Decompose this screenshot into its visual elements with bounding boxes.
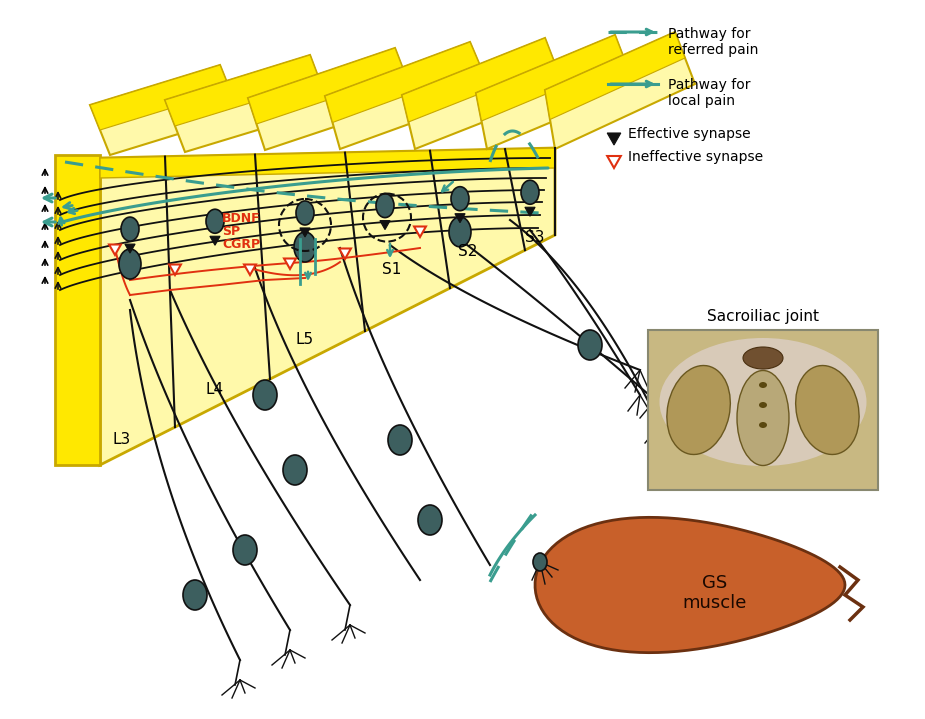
Text: L4: L4 <box>206 383 224 398</box>
Polygon shape <box>380 221 390 229</box>
Ellipse shape <box>253 380 277 410</box>
Polygon shape <box>90 65 230 130</box>
Polygon shape <box>169 265 181 275</box>
Polygon shape <box>90 65 240 155</box>
Ellipse shape <box>759 382 767 388</box>
Polygon shape <box>545 32 695 149</box>
Ellipse shape <box>121 217 139 241</box>
Text: CGRP: CGRP <box>222 238 260 251</box>
Text: L3: L3 <box>113 433 131 447</box>
Ellipse shape <box>283 455 307 485</box>
Polygon shape <box>545 32 685 119</box>
Ellipse shape <box>759 402 767 408</box>
Text: Ineffective synapse: Ineffective synapse <box>628 150 763 164</box>
Ellipse shape <box>521 180 539 204</box>
Ellipse shape <box>660 338 867 466</box>
Ellipse shape <box>578 330 602 360</box>
Polygon shape <box>402 38 565 149</box>
Polygon shape <box>607 133 621 145</box>
Ellipse shape <box>759 362 767 368</box>
Polygon shape <box>524 207 535 216</box>
Polygon shape <box>607 156 621 168</box>
Polygon shape <box>414 226 426 237</box>
Polygon shape <box>339 249 351 259</box>
Text: S1: S1 <box>382 262 401 278</box>
Ellipse shape <box>737 370 789 465</box>
Text: S2: S2 <box>458 244 477 260</box>
FancyBboxPatch shape <box>648 330 878 490</box>
Text: GS
muscle: GS muscle <box>683 574 747 613</box>
Ellipse shape <box>796 365 859 454</box>
Text: Pathway for
local pain: Pathway for local pain <box>668 78 750 108</box>
Polygon shape <box>109 244 121 255</box>
Polygon shape <box>325 42 481 122</box>
Ellipse shape <box>418 505 442 535</box>
Polygon shape <box>284 259 296 269</box>
Ellipse shape <box>183 580 207 610</box>
Ellipse shape <box>667 365 731 454</box>
Ellipse shape <box>759 422 767 428</box>
Ellipse shape <box>449 217 471 247</box>
Polygon shape <box>248 48 405 124</box>
Text: Pathway for
referred pain: Pathway for referred pain <box>668 27 758 58</box>
Polygon shape <box>125 244 135 253</box>
Text: BDNF: BDNF <box>222 212 261 225</box>
Polygon shape <box>100 148 555 178</box>
Polygon shape <box>455 214 465 223</box>
Ellipse shape <box>533 553 547 571</box>
Polygon shape <box>165 55 330 152</box>
Ellipse shape <box>233 535 257 565</box>
Polygon shape <box>325 42 492 149</box>
Text: L5: L5 <box>296 332 314 347</box>
Polygon shape <box>248 48 415 150</box>
Ellipse shape <box>294 232 316 262</box>
Polygon shape <box>244 265 256 275</box>
Polygon shape <box>535 518 845 653</box>
Polygon shape <box>55 155 100 465</box>
Ellipse shape <box>206 209 224 233</box>
Polygon shape <box>476 35 635 149</box>
Polygon shape <box>210 237 220 245</box>
Ellipse shape <box>119 249 141 279</box>
Ellipse shape <box>296 201 314 225</box>
Polygon shape <box>300 228 310 237</box>
Polygon shape <box>100 148 555 465</box>
Ellipse shape <box>388 425 412 455</box>
Ellipse shape <box>451 187 469 211</box>
Text: S3: S3 <box>525 231 545 245</box>
Ellipse shape <box>376 193 394 218</box>
Text: Sacroiliac joint: Sacroiliac joint <box>707 309 819 324</box>
Ellipse shape <box>743 347 783 369</box>
Text: Effective synapse: Effective synapse <box>628 127 750 141</box>
Text: SP: SP <box>222 225 241 238</box>
Polygon shape <box>165 55 320 126</box>
Polygon shape <box>402 38 555 122</box>
Polygon shape <box>476 35 625 121</box>
